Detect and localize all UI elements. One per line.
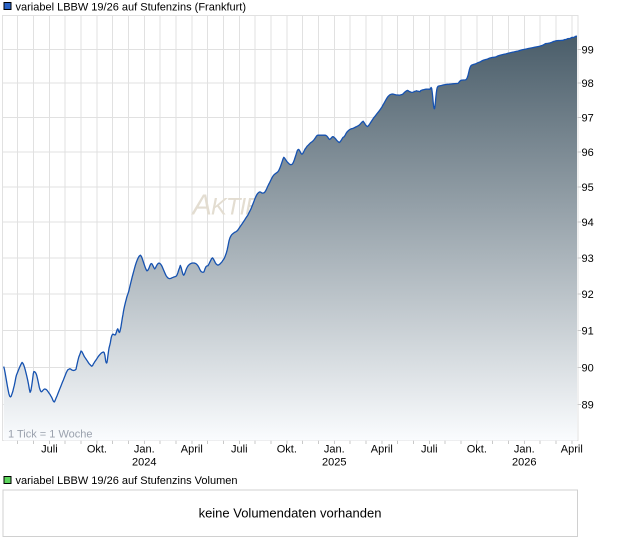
svg-text:97: 97 [582,112,594,124]
svg-text:1 Tick = 1 Woche: 1 Tick = 1 Woche [8,429,92,441]
svg-text:90: 90 [582,362,594,374]
svg-text:Juli: Juli [41,444,58,456]
svg-text:keine Volumendaten vorhanden: keine Volumendaten vorhanden [199,506,382,521]
svg-text:April: April [371,444,393,456]
svg-text:variabel LBBW 19/26 auf Stufen: variabel LBBW 19/26 auf Stufenzins Volum… [16,475,238,487]
svg-text:Okt.: Okt. [87,444,107,456]
svg-text:April: April [181,444,203,456]
svg-text:98: 98 [582,78,594,90]
svg-text:91: 91 [582,325,594,337]
svg-text:93: 93 [582,253,594,265]
svg-text:2026: 2026 [512,457,536,469]
svg-text:Juli: Juli [231,444,248,456]
svg-text:Okt.: Okt. [467,444,487,456]
svg-text:Jan.: Jan. [514,444,535,456]
svg-text:2024: 2024 [132,457,156,469]
svg-text:95: 95 [582,182,594,194]
svg-text:92: 92 [582,289,594,301]
svg-text:Jan.: Jan. [134,444,155,456]
svg-text:Jan.: Jan. [324,444,345,456]
svg-text:89: 89 [582,400,594,412]
svg-text:2025: 2025 [322,457,346,469]
svg-text:96: 96 [582,147,594,159]
svg-text:94: 94 [582,217,594,229]
svg-text:variabel LBBW 19/26 auf Stufen: variabel LBBW 19/26 auf Stufenzins (Fran… [16,2,247,14]
svg-text:April: April [561,444,583,456]
svg-text:99: 99 [582,44,594,56]
svg-text:Juli: Juli [421,444,438,456]
svg-text:Okt.: Okt. [277,444,297,456]
